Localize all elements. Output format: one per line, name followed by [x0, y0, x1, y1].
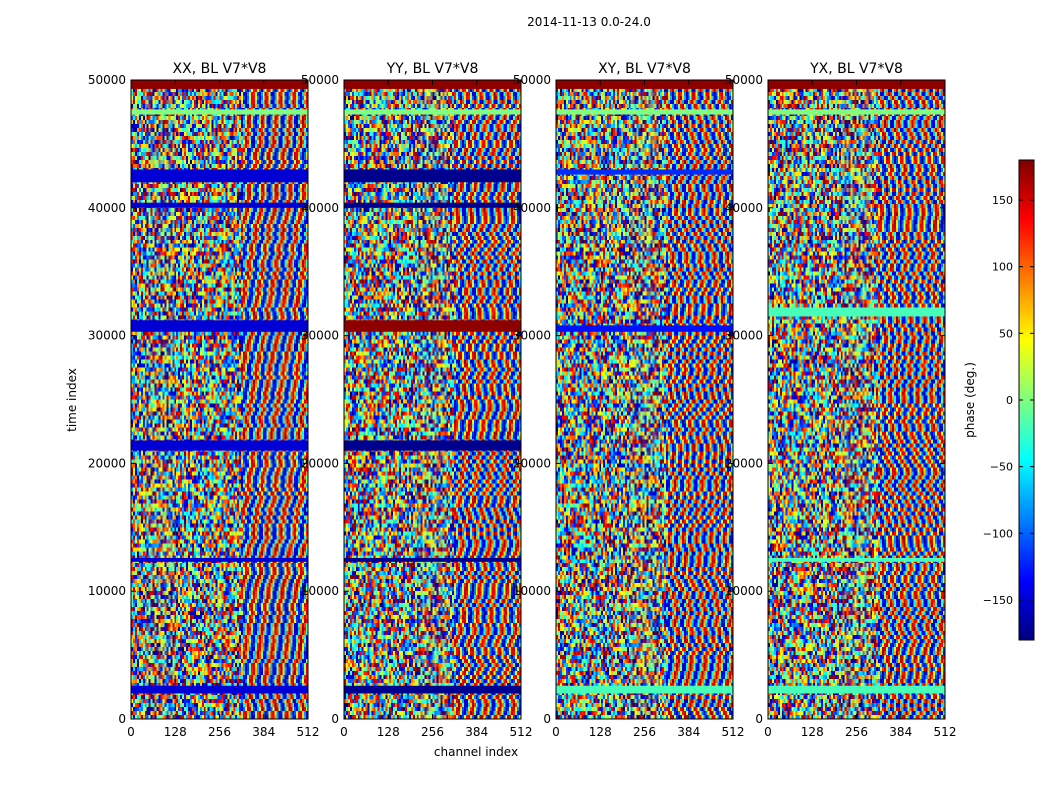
panel-1-ytick-label-3: 30000 — [301, 329, 339, 343]
panel-3-ytick-label-4: 40000 — [725, 201, 763, 215]
panel-1-ytick-label-1: 10000 — [301, 584, 339, 598]
panel-2-ytick-label-4: 40000 — [513, 201, 551, 215]
panel-0: XX, BL V7*V8 0 128 256 384 512 0 10000 20000 3000… — [88, 61, 320, 739]
panel-1-xtick-label-0: 0 — [340, 725, 348, 739]
panel-0-ytick-label-5: 50000 — [88, 73, 126, 87]
panel-3-band-4 — [768, 685, 945, 694]
panel-0-phase-image — [131, 80, 308, 719]
panel-2-title: XY, BL V7*V8 — [598, 61, 691, 77]
panel-3-band-3 — [768, 557, 945, 562]
panel-1-band-6 — [344, 557, 521, 562]
panels: XX, BL V7*V8 0 128 256 384 512 0 10000 20000 3000… — [88, 61, 957, 739]
panel-0-ytick-label-2: 20000 — [88, 456, 126, 470]
colorbar-tick-label-3: 0 — [1006, 394, 1013, 407]
panel-2-xtick-label-0: 0 — [552, 725, 560, 739]
panel-3-ytick-label-1: 10000 — [725, 584, 763, 598]
panel-2-xtick-label-2: 256 — [633, 725, 656, 739]
panel-3-xtick-label-4: 512 — [934, 725, 957, 739]
panel-0-ytick-label-0: 0 — [118, 712, 126, 726]
panel-3: YX, BL V7*V8 0 128 256 384 512 0 10000 20000 3000… — [725, 61, 957, 739]
panel-1-xtick-label-2: 256 — [421, 725, 444, 739]
panel-1-title: YY, BL V7*V8 — [386, 61, 479, 77]
panel-3-ytick-label-0: 0 — [755, 712, 763, 726]
panel-1-xtick-label-4: 512 — [510, 725, 533, 739]
panel-2-band-3 — [556, 325, 733, 332]
panel-0-band-3 — [131, 202, 308, 208]
colorbar-tick-label-1: −100 — [983, 527, 1013, 540]
panel-2-ytick-label-1: 10000 — [513, 584, 551, 598]
panel-0-band-5 — [131, 440, 308, 451]
panel-1-band-5 — [344, 440, 521, 451]
panel-0-band-2 — [131, 169, 308, 183]
figure-title: 2014-11-13 0.0-24.0 — [527, 15, 651, 29]
colorbar-tick-label-6: 150 — [992, 194, 1013, 207]
panel-3-ytick-label-2: 20000 — [725, 456, 763, 470]
panel-3-band-2 — [768, 307, 945, 317]
panel-3-xtick-label-2: 256 — [845, 725, 868, 739]
colorbar-label: phase (deg.) — [963, 362, 977, 438]
panel-0-title: XX, BL V7*V8 — [173, 61, 267, 77]
x-axis-label: channel index — [434, 745, 518, 759]
panel-1-ytick-label-4: 40000 — [301, 201, 339, 215]
panel-2-xtick-label-1: 128 — [589, 725, 612, 739]
panel-2: XY, BL V7*V8 0 128 256 384 512 0 10000 20000 3000… — [513, 61, 745, 739]
colorbar-tick-label-0: −150 — [983, 594, 1013, 607]
panel-0-band-1 — [131, 109, 308, 115]
panel-0-xtick-label-2: 256 — [208, 725, 231, 739]
panel-2-band-2 — [556, 169, 733, 175]
panel-1-xtick-label-3: 384 — [465, 725, 488, 739]
panel-3-phase-image — [768, 80, 945, 719]
colorbar-tick-label-4: 50 — [999, 327, 1013, 340]
panel-2-ytick-label-0: 0 — [543, 712, 551, 726]
panel-3-title: YX, BL V7*V8 — [809, 61, 903, 77]
panel-3-ytick-label-3: 30000 — [725, 329, 763, 343]
panel-2-band-1 — [556, 109, 733, 115]
y-axis-label: time index — [65, 368, 79, 432]
panel-2-xtick-label-3: 384 — [677, 725, 700, 739]
panel-1-ytick-label-2: 20000 — [301, 456, 339, 470]
panel-0-ytick-label-1: 10000 — [88, 584, 126, 598]
panel-1-phase-image — [344, 80, 521, 719]
panel-0-xtick-label-4: 512 — [297, 725, 320, 739]
colorbar-tick-label-2: −50 — [990, 461, 1013, 474]
panel-0-band-7 — [131, 685, 308, 694]
panel-1: YY, BL V7*V8 0 128 256 384 512 0 10000 20000 3000… — [301, 61, 533, 739]
panel-3-xtick-label-0: 0 — [764, 725, 772, 739]
panel-3-band-1 — [768, 109, 945, 115]
panel-0-xtick-label-3: 384 — [252, 725, 275, 739]
panel-1-xtick-label-1: 128 — [377, 725, 400, 739]
panel-0-band-4 — [131, 320, 308, 332]
panel-0-ytick-label-4: 40000 — [88, 201, 126, 215]
panel-0-xtick-label-1: 128 — [164, 725, 187, 739]
panel-1-ytick-label-5: 50000 — [301, 73, 339, 87]
panel-1-band-2 — [344, 169, 521, 183]
panel-3-xtick-label-1: 128 — [801, 725, 824, 739]
panel-3-xtick-label-3: 384 — [889, 725, 912, 739]
panel-1-ytick-label-0: 0 — [331, 712, 339, 726]
panel-3-ytick-label-5: 50000 — [725, 73, 763, 87]
panel-2-ytick-label-5: 50000 — [513, 73, 551, 87]
panel-1-band-3 — [344, 202, 521, 208]
panel-0-xtick-label-0: 0 — [127, 725, 135, 739]
panel-1-band-7 — [344, 685, 521, 694]
panel-2-phase-image — [556, 80, 733, 719]
panel-0-ytick-label-3: 30000 — [88, 329, 126, 343]
colorbar-tick-label-5: 100 — [992, 261, 1013, 274]
panel-2-ytick-label-3: 30000 — [513, 329, 551, 343]
panel-2-band-4 — [556, 685, 733, 694]
panel-2-ytick-label-2: 20000 — [513, 456, 551, 470]
panel-0-band-6 — [131, 557, 308, 562]
panel-1-band-4 — [344, 320, 521, 332]
panel-2-xtick-label-4: 512 — [722, 725, 745, 739]
colorbar: −150 −100 −50 0 50 100 150 — [983, 159, 1035, 641]
panel-1-band-1 — [344, 109, 521, 115]
